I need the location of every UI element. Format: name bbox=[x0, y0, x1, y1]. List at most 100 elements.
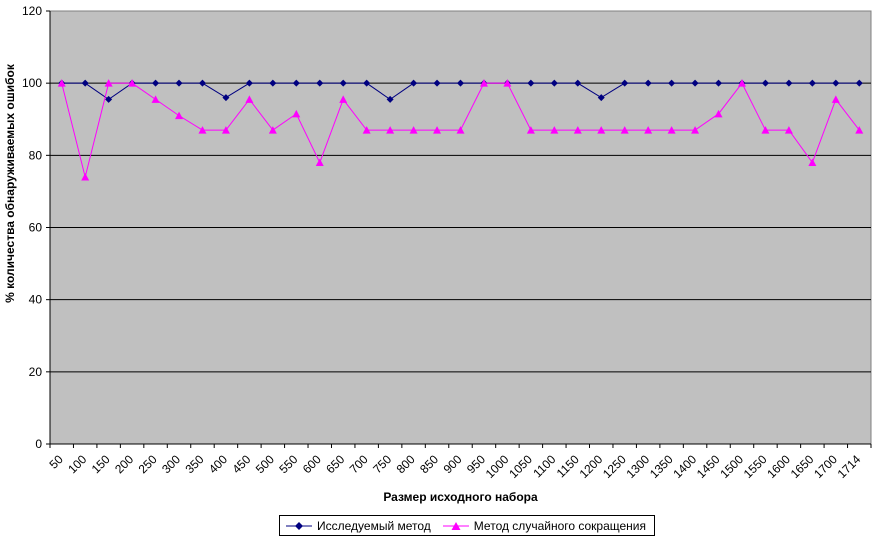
data-point bbox=[339, 79, 347, 87]
data-point bbox=[479, 79, 488, 87]
x-tick-label: 350 bbox=[183, 452, 207, 476]
data-point bbox=[691, 126, 700, 134]
x-tick-label: 650 bbox=[323, 452, 347, 476]
legend-label-series-2: Метод случайного сокращения bbox=[473, 518, 647, 533]
data-point bbox=[573, 126, 582, 134]
y-axis-ticks: 0 20 40 60 80 100 120 bbox=[22, 4, 871, 451]
data-point bbox=[245, 95, 254, 103]
x-tick-label: 750 bbox=[370, 452, 394, 476]
x-tick-label: 1050 bbox=[506, 452, 535, 481]
data-point bbox=[175, 79, 183, 87]
data-point bbox=[128, 79, 137, 87]
data-point bbox=[363, 79, 371, 87]
data-point bbox=[737, 79, 746, 87]
data-point bbox=[597, 126, 606, 134]
x-tick-label: 150 bbox=[89, 452, 113, 476]
data-point bbox=[691, 79, 699, 87]
x-tick-label: 1000 bbox=[483, 452, 512, 481]
x-axis-title: Размер исходного набора bbox=[383, 490, 538, 504]
legend-item-series-1: Исследуемый метод bbox=[286, 519, 431, 533]
y-tick-label: 120 bbox=[22, 4, 42, 18]
x-tick-label: 1250 bbox=[600, 452, 629, 481]
triangle-marker-icon bbox=[442, 521, 469, 530]
data-point bbox=[81, 79, 89, 87]
legend-label-series-1: Исследуемый метод bbox=[317, 518, 431, 533]
legend-item-series-2: Метод случайного сокращения bbox=[442, 518, 647, 533]
y-tick-label: 80 bbox=[29, 148, 43, 162]
data-point bbox=[855, 79, 863, 87]
x-tick-label: 1150 bbox=[554, 452, 582, 480]
data-point bbox=[550, 126, 559, 134]
data-point bbox=[151, 95, 160, 103]
data-point bbox=[620, 126, 629, 134]
data-point bbox=[410, 79, 418, 87]
data-point bbox=[152, 79, 160, 87]
data-point bbox=[105, 95, 113, 103]
data-point bbox=[644, 126, 653, 134]
y-tick-label: 20 bbox=[29, 365, 43, 379]
series-group bbox=[57, 79, 864, 181]
data-point bbox=[855, 126, 864, 134]
x-tick-label: 600 bbox=[300, 452, 324, 476]
x-tick-label: 1400 bbox=[670, 452, 699, 481]
data-point bbox=[574, 79, 582, 87]
x-tick-label: 250 bbox=[136, 452, 160, 476]
data-point bbox=[714, 109, 723, 118]
x-tick-label: 50 bbox=[47, 452, 67, 472]
data-point bbox=[198, 126, 207, 134]
data-point bbox=[761, 126, 770, 134]
x-tick-label: 100 bbox=[65, 452, 89, 476]
x-tick-label: 900 bbox=[441, 452, 465, 476]
data-point bbox=[269, 79, 277, 87]
data-point bbox=[221, 126, 230, 134]
data-point bbox=[808, 158, 817, 167]
x-tick-label: 550 bbox=[276, 452, 300, 476]
x-tick-label: 1500 bbox=[717, 452, 746, 481]
data-point bbox=[597, 94, 605, 102]
data-point bbox=[433, 79, 441, 87]
x-tick-label: 1200 bbox=[577, 452, 606, 481]
x-tick-label: 1450 bbox=[694, 452, 723, 481]
x-tick-label: 1300 bbox=[623, 452, 652, 481]
series-2 bbox=[57, 79, 864, 181]
data-point bbox=[785, 79, 793, 87]
data-point bbox=[268, 126, 277, 134]
data-point bbox=[433, 126, 442, 134]
data-point bbox=[457, 79, 464, 87]
x-tick-label: 1350 bbox=[647, 452, 676, 481]
y-tick-label: 100 bbox=[22, 76, 42, 90]
y-tick-label: 60 bbox=[29, 221, 43, 235]
data-point bbox=[245, 79, 253, 87]
data-point bbox=[104, 79, 113, 87]
data-point bbox=[761, 79, 769, 87]
data-point bbox=[526, 126, 535, 134]
x-axis-ticks: 50 100 150 200 250 300 350 400 450 500 550 600 650 70… bbox=[47, 444, 872, 481]
data-point bbox=[808, 79, 816, 87]
data-point bbox=[222, 94, 230, 102]
x-tick-label: 500 bbox=[253, 452, 277, 476]
x-tick-label: 1100 bbox=[530, 452, 558, 480]
data-point bbox=[667, 126, 676, 134]
x-tick-label: 1600 bbox=[764, 452, 793, 481]
data-point bbox=[784, 126, 793, 134]
data-point bbox=[831, 95, 840, 103]
x-tick-label: 1700 bbox=[811, 452, 840, 481]
y-axis-title: % количества обнаруживаемых ошибок bbox=[3, 63, 17, 303]
data-point bbox=[198, 79, 206, 87]
diamond-marker-icon bbox=[286, 521, 312, 530]
data-point bbox=[715, 79, 723, 87]
x-tick-label: 400 bbox=[206, 452, 230, 476]
data-point bbox=[644, 79, 652, 87]
data-point bbox=[362, 126, 371, 134]
data-point bbox=[527, 79, 535, 87]
legend: Исследуемый метод Метод случайного сокра… bbox=[279, 515, 656, 536]
y-tick-label: 0 bbox=[35, 437, 42, 451]
x-tick-label: 700 bbox=[347, 452, 371, 476]
data-point bbox=[668, 79, 676, 87]
data-point bbox=[409, 126, 418, 134]
x-tick-label: 850 bbox=[417, 452, 441, 476]
data-point bbox=[621, 79, 629, 87]
x-tick-label: 300 bbox=[159, 452, 183, 476]
data-point bbox=[456, 126, 465, 134]
